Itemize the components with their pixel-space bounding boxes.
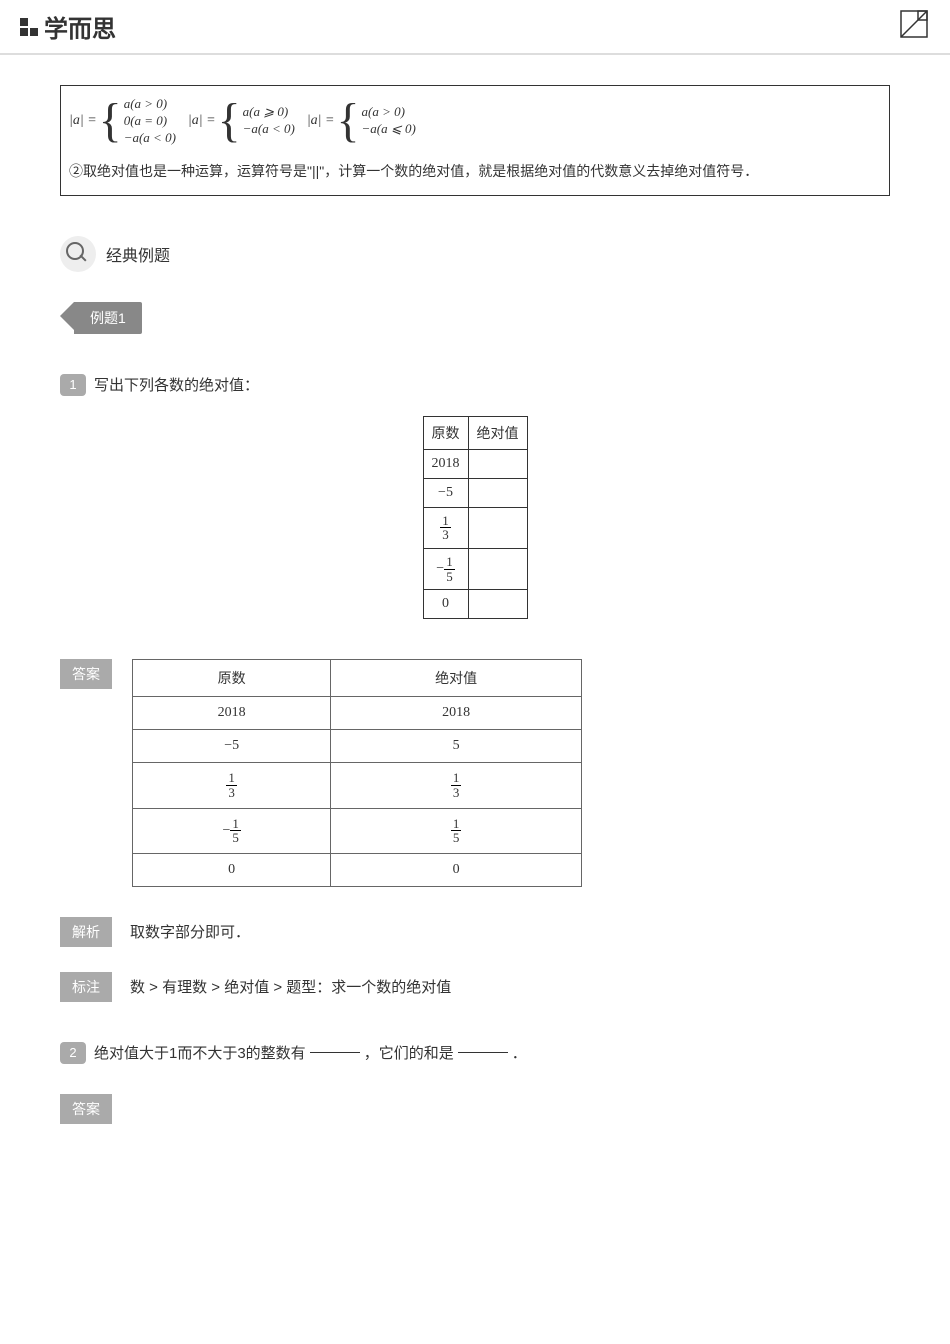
definition-formulas: |a| = { a(a > 0) 0(a = 0) −a(a < 0) |a| … [69,96,881,147]
answer-table: 原数 绝对值 20182018 −55 13 13 −15 15 00 [132,659,582,887]
section-title: 经典例题 [60,236,890,272]
q1-r1-orig: −5 [423,478,468,507]
question-1-text: 写出下列各数的绝对值： [94,374,259,395]
ans-r4-orig: 0 [133,853,331,886]
ans-r3-orig: −15 [133,808,331,853]
tags-text: 数 > 有理数 > 绝对值 > 题型：求一个数的绝对值 [130,976,451,997]
question-1: 1 写出下列各数的绝对值： [60,374,890,396]
case2b: −a(a < 0) [243,121,295,138]
q1-r3-orig: −15 [423,548,468,589]
answer-section: 答案 原数 绝对值 20182018 −55 13 13 −15 15 00 [60,659,890,887]
ans-th-orig: 原数 [133,660,331,697]
ans-r0-orig: 2018 [133,697,331,730]
q1-r4-orig: 0 [423,590,468,619]
ans-r1-abs: 5 [331,730,582,763]
question-num-2: 2 [60,1042,86,1064]
formula-lhs-2: |a| = [188,107,216,135]
answer-2-row: 答案 [60,1094,890,1124]
case3b: −a(a ⩽ 0) [362,121,416,138]
q2-blank-1 [310,1052,360,1053]
q2-text-before: 绝对值大于1而不大于3的整数有 [94,1042,306,1063]
header-right-icon [898,8,930,45]
ans-r1-orig: −5 [133,730,331,763]
case2a: a(a ⩾ 0) [243,104,295,121]
section-icon [60,236,96,272]
analysis-label: 解析 [60,917,112,947]
tags-row: 标注 数 > 有理数 > 绝对值 > 题型：求一个数的绝对值 [60,972,890,1002]
analysis-row: 解析 取数字部分即可． [60,917,890,947]
q1-r2-abs [468,507,527,548]
q1-r1-abs [468,478,527,507]
page-content: |a| = { a(a > 0) 0(a = 0) −a(a < 0) |a| … [0,55,950,1154]
question-num-1: 1 [60,374,86,396]
definition-box: |a| = { a(a > 0) 0(a = 0) −a(a < 0) |a| … [60,85,890,196]
page-header: 学而思 [0,0,950,55]
case1a: a(a > 0) [124,96,176,113]
ans-r2-abs: 13 [331,763,582,808]
q1-r0-abs [468,449,527,478]
q1-th-orig: 原数 [423,416,468,449]
answer-2-label: 答案 [60,1094,112,1124]
ans-r3-abs: 15 [331,808,582,853]
formula-lhs-3: |a| = [307,107,335,135]
case1b: 0(a = 0) [124,113,176,130]
ans-r0-abs: 2018 [331,697,582,730]
logo-text: 学而思 [44,9,116,44]
q1-r4-abs [468,590,527,619]
case1c: −a(a < 0) [124,130,176,147]
ans-r4-abs: 0 [331,853,582,886]
section-title-text: 经典例题 [106,242,170,266]
answer-label: 答案 [60,659,112,689]
logo-icon [20,18,38,36]
q1-r0-orig: 2018 [423,449,468,478]
question-1-table: 原数 绝对值 2018 −5 13 −15 0 [423,416,528,620]
q1-th-abs: 绝对值 [468,416,527,449]
q2-text-mid: ，它们的和是 [364,1042,454,1063]
question-2: 2 绝对值大于1而不大于3的整数有 ，它们的和是 ． [60,1042,890,1064]
q2-blank-2 [458,1052,508,1053]
ans-r2-orig: 13 [133,763,331,808]
logo: 学而思 [20,9,116,44]
q2-text-after: ． [512,1042,527,1063]
q1-r3-abs [468,548,527,589]
tags-label: 标注 [60,972,112,1002]
q1-r2-orig: 13 [423,507,468,548]
example-label: 例题1 [74,302,142,334]
formula-lhs-1: |a| = [69,107,97,135]
definition-note: ②取绝对值也是一种运算，运算符号是"||"，计算一个数的绝对值，就是根据绝对值的… [69,157,881,185]
case3a: a(a > 0) [362,104,416,121]
ans-th-abs: 绝对值 [331,660,582,697]
analysis-text: 取数字部分即可． [130,921,250,942]
